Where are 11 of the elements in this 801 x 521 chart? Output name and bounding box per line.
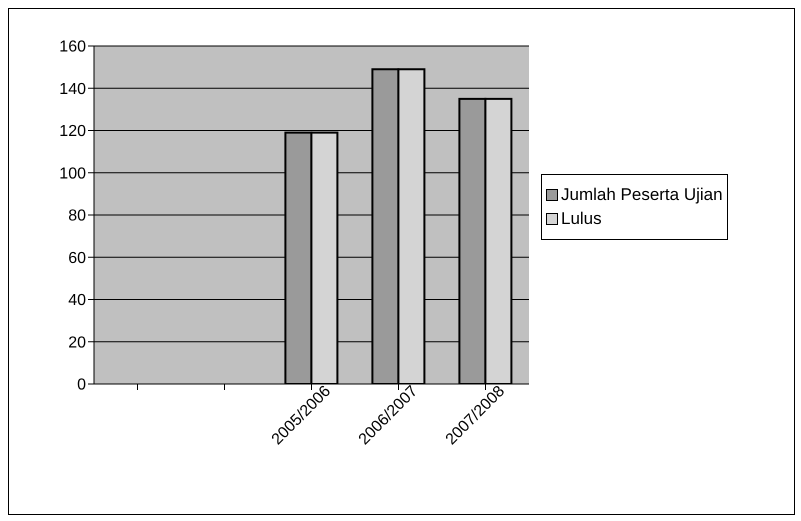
legend-label: Lulus [561,209,602,229]
y-tick-label: 100 [59,165,86,182]
y-tick-label: 40 [68,292,86,310]
y-tick-label: 160 [59,38,86,56]
legend-label: Jumlah Peserta Ujian [561,185,723,205]
y-tick-label: 60 [68,250,86,267]
y-tick-label: 140 [59,80,86,98]
y-tick-label: 20 [68,334,86,352]
y-tick-label: 80 [68,208,86,225]
y-tick-label: 120 [59,123,86,140]
y-tick-label: 0 [77,376,86,394]
